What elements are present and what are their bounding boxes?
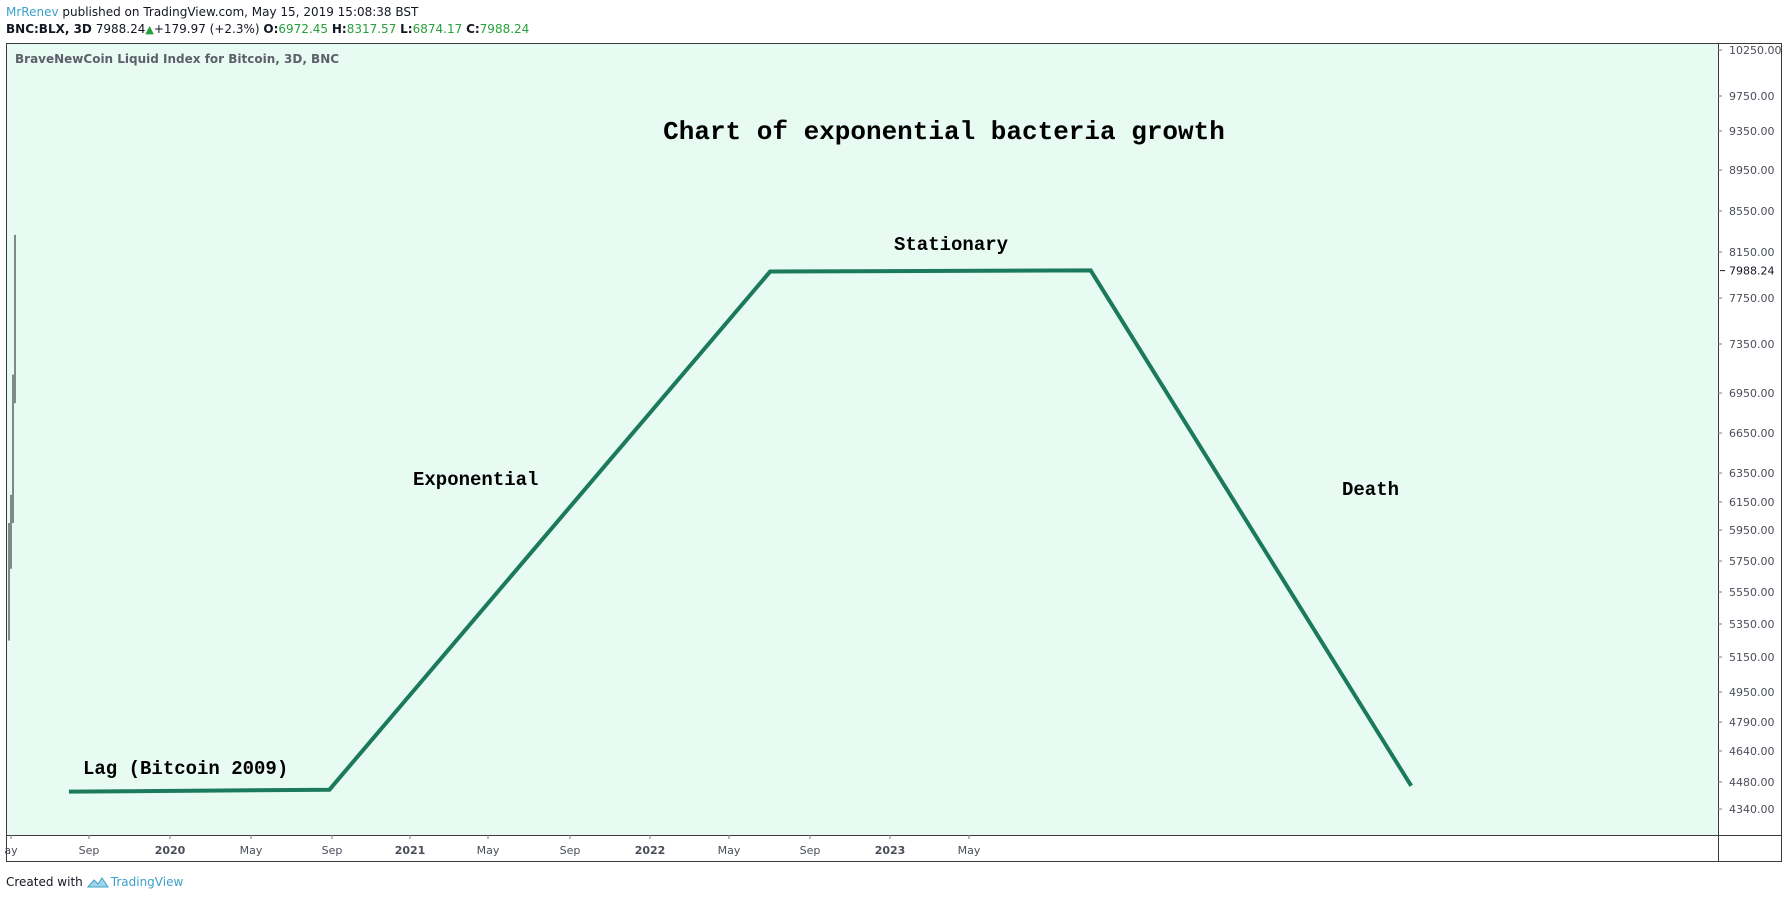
time-tick-label: May xyxy=(958,844,981,857)
price-tick-label: 6950.00 xyxy=(1729,387,1775,400)
price-axis[interactable] xyxy=(1718,44,1782,861)
time-tick-label: May xyxy=(718,844,741,857)
chart-title: Chart of exponential bacteria growth xyxy=(663,117,1225,147)
close-value: 7988.24 xyxy=(479,22,530,36)
time-tick-label: Sep xyxy=(560,844,581,857)
time-tick-label: May xyxy=(477,844,500,857)
high-value: 8317.57 xyxy=(346,22,397,36)
candle-body xyxy=(10,509,12,554)
series-title: BraveNewCoin Liquid Index for Bitcoin, 3… xyxy=(15,52,340,66)
close-label: C: xyxy=(466,22,480,36)
axis-corner xyxy=(1718,835,1781,862)
footer: Created with TradingView xyxy=(6,874,183,890)
price-tick-label: 6150.00 xyxy=(1729,496,1775,509)
price-change: +179.97 (+2.3%) xyxy=(153,22,260,36)
price-tick-label: 5950.00 xyxy=(1729,524,1775,537)
time-tick-label: 2022 xyxy=(635,844,666,857)
annotation-label: Stationary xyxy=(894,234,1009,256)
candle-body xyxy=(14,270,16,393)
chart-frame xyxy=(6,43,1782,862)
price-tick-label: 7350.00 xyxy=(1729,338,1775,351)
price-tick-label: 4340.00 xyxy=(1729,803,1775,816)
time-tick-label: Sep xyxy=(79,844,100,857)
high-label: H: xyxy=(331,22,347,36)
price-tick-label: 9750.00 xyxy=(1729,90,1775,103)
ohlc-line: BNC:BLX, 3D 7988.24▲+179.97 (+2.3%) O:69… xyxy=(6,21,529,38)
last-price: 7988.24 xyxy=(95,22,146,36)
time-tick-label: ay xyxy=(4,844,18,857)
annotation-label: Lag (Bitcoin 2009) xyxy=(83,758,288,780)
last-price-badge xyxy=(1719,262,1781,279)
price-tick-label: 8150.00 xyxy=(1729,246,1775,259)
price-tick-label: 5350.00 xyxy=(1729,618,1775,631)
price-tick-label: 8550.00 xyxy=(1729,205,1775,218)
tradingview-link[interactable]: TradingView xyxy=(110,875,184,889)
symbol-label: BNC:BLX, 3D xyxy=(6,22,92,36)
price-tick-label: 10250.00 xyxy=(1729,44,1782,57)
price-tick-label: 7750.00 xyxy=(1729,292,1775,305)
open-label: O: xyxy=(263,22,279,36)
publish-line: MrRenev published on TradingView.com, Ma… xyxy=(6,4,418,20)
tradingview-logo-icon xyxy=(86,877,109,888)
price-tick-label: 9350.00 xyxy=(1729,125,1775,138)
growth-curve-line xyxy=(68,268,1413,794)
time-tick-label: Sep xyxy=(322,844,343,857)
price-tick-label: 6350.00 xyxy=(1729,467,1775,480)
candle-body xyxy=(8,553,10,633)
price-tick-label: 5150.00 xyxy=(1729,651,1775,664)
open-value: 6972.45 xyxy=(278,22,329,36)
price-tick-label: 8950.00 xyxy=(1729,164,1775,177)
plot-area[interactable] xyxy=(7,44,1718,835)
annotation-label: Exponential xyxy=(413,469,538,491)
up-arrow-icon: ▲ xyxy=(145,23,154,36)
price-tick-label: 5750.00 xyxy=(1729,555,1775,568)
price-tick-label: 4790.00 xyxy=(1729,716,1775,729)
low-label: L: xyxy=(400,22,413,36)
published-text: published on TradingView.com, May 15, 20… xyxy=(58,5,419,19)
annotation-label: Death xyxy=(1342,479,1399,501)
low-value: 6874.17 xyxy=(412,22,463,36)
time-tick-label: Sep xyxy=(800,844,821,857)
price-tick-label: 4480.00 xyxy=(1729,776,1775,789)
price-tick-label: 5550.00 xyxy=(1729,586,1775,599)
time-tick-label: 2020 xyxy=(155,844,186,857)
time-tick-label: May xyxy=(240,844,263,857)
author-link[interactable]: MrRenev xyxy=(6,5,59,19)
time-axis[interactable] xyxy=(7,835,1718,862)
price-tick-label: 4640.00 xyxy=(1729,745,1775,758)
created-with-label: Created with xyxy=(6,875,83,889)
time-tick-label: 2023 xyxy=(875,844,906,857)
price-tick-label: 4950.00 xyxy=(1729,686,1775,699)
candle-body xyxy=(12,393,14,509)
time-tick-label: 2021 xyxy=(395,844,426,857)
price-tick-label: 6650.00 xyxy=(1729,427,1775,440)
last-price-label: 7988.24 xyxy=(1729,265,1775,278)
